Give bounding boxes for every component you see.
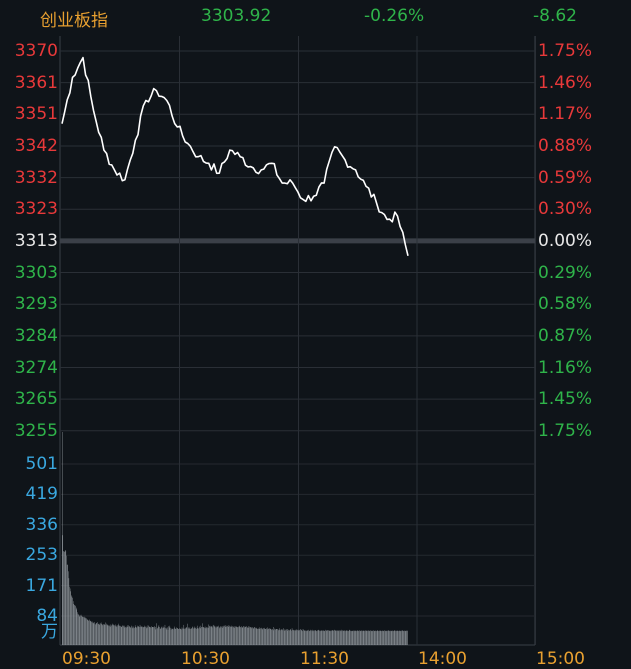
index-change-pct: -0.26% (364, 6, 425, 26)
price-axis-label: 3351 (14, 104, 58, 125)
pct-axis-label: 1.46% (538, 72, 593, 93)
price-axis-label: 3284 (14, 325, 58, 346)
price-axis-label: 3361 (14, 72, 58, 93)
index-price: 3303.92 (201, 6, 272, 26)
pct-axis-label: 1.75% (538, 41, 593, 61)
pct-axis-label: 0.30% (538, 199, 593, 220)
price-axis-label: 3342 (14, 135, 58, 156)
pct-axis-label: 1.45% (538, 389, 593, 410)
volume-axis-label: 253 (25, 545, 58, 566)
volume-axis-label: 336 (25, 514, 58, 535)
time-axis-label: 11:30 (300, 649, 349, 669)
time-axis-label: 09:30 (62, 649, 111, 669)
price-axis-label: 3274 (14, 357, 58, 378)
pct-axis-label: 0.87% (538, 325, 593, 346)
pct-axis-label: 0.88% (538, 135, 593, 156)
price-line (61, 56, 409, 256)
pct-axis-label: 0.00% (538, 230, 593, 251)
volume-unit-label: 万 (41, 622, 58, 642)
price-axis-label: 3332 (14, 167, 58, 188)
price-axis-label: 3323 (14, 199, 58, 220)
pct-axis-label: 0.59% (538, 167, 593, 188)
price-axis-label: 3265 (14, 389, 58, 410)
index-change: -8.62 (533, 6, 577, 26)
volume-axis-label: 171 (25, 575, 58, 596)
volume-axis-label: 84 (36, 606, 58, 626)
pct-axis-label: 0.58% (538, 294, 593, 315)
index-name: 创业板指 (40, 11, 108, 31)
pct-axis-label: 1.16% (538, 357, 593, 378)
pct-axis-label: 1.75% (538, 420, 593, 441)
pct-axis-label: 0.29% (538, 262, 593, 283)
price-axis-label: 3255 (14, 420, 58, 441)
volume-bars (62, 432, 408, 645)
price-axis-label: 3370 (14, 41, 58, 61)
price-axis-label: 3293 (14, 294, 58, 315)
volume-axis-label: 501 (25, 454, 58, 474)
price-axis-label: 3313 (14, 230, 58, 251)
volume-axis-label: 419 (25, 484, 58, 505)
price-axis-label: 3303 (14, 262, 58, 283)
pct-axis-label: 1.17% (538, 104, 593, 125)
time-axis-label: 10:30 (181, 649, 230, 669)
time-axis-label: 15:00 (536, 649, 585, 669)
time-axis-label: 14:00 (418, 649, 467, 669)
